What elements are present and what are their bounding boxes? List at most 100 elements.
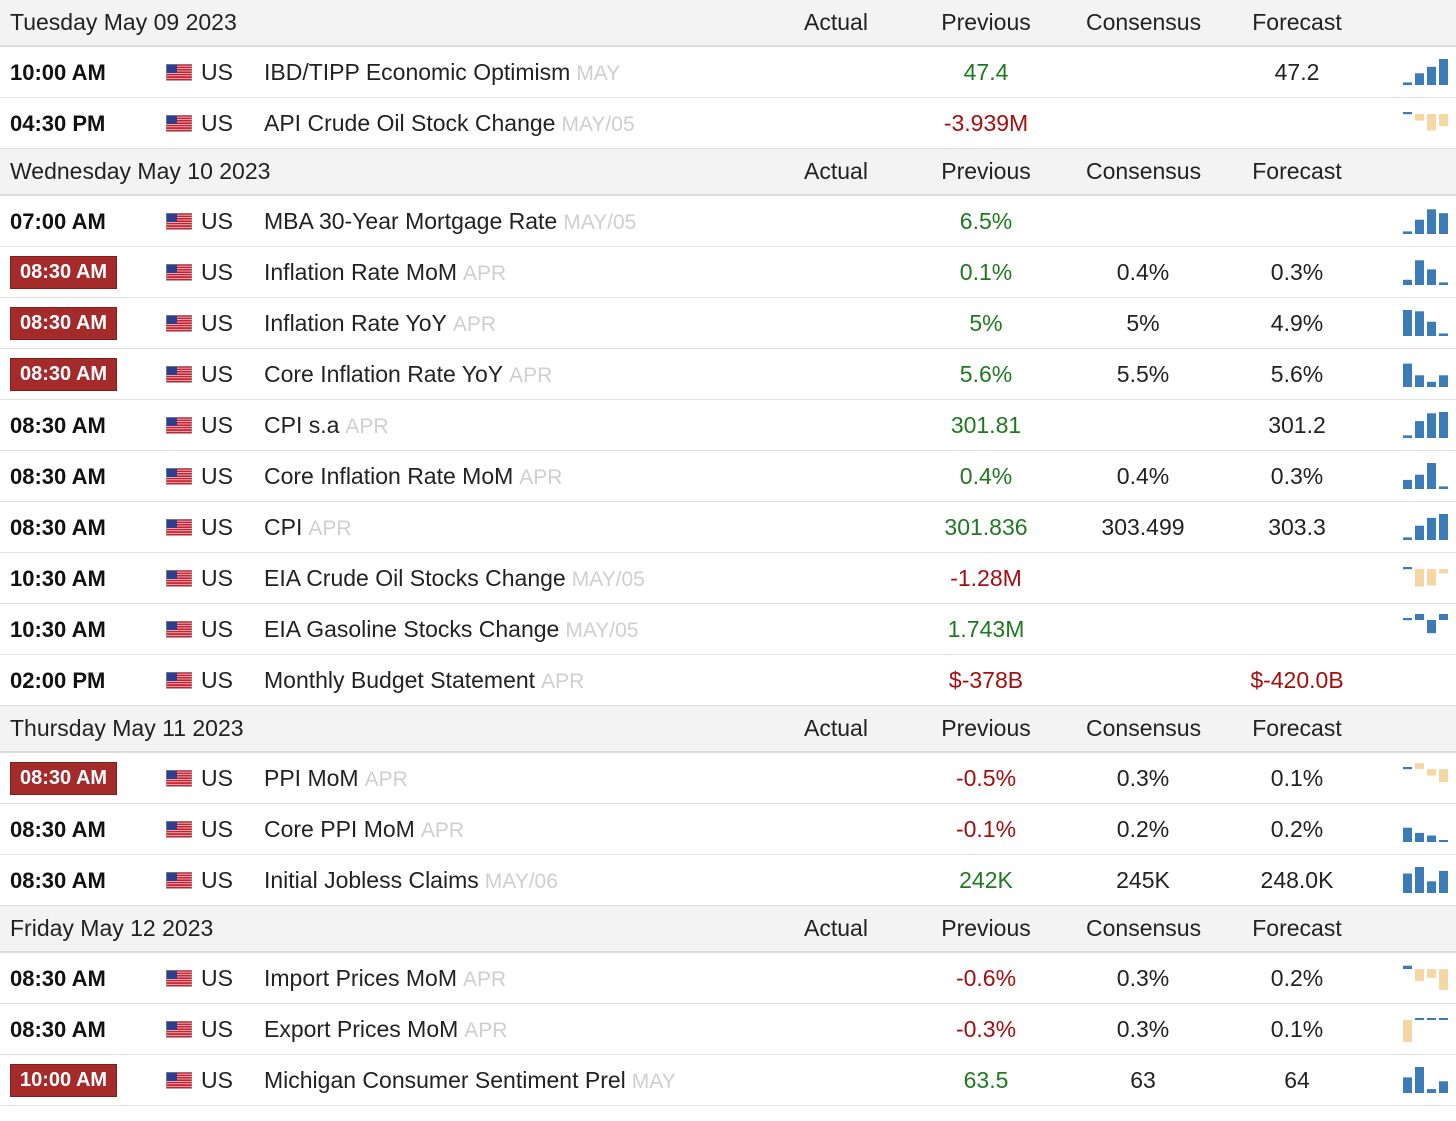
event-cell[interactable]: Core Inflation Rate MoM APR (264, 463, 786, 490)
trend-cell[interactable] (1394, 57, 1456, 87)
event-name[interactable]: Core Inflation Rate YoY (264, 360, 504, 387)
event-name[interactable]: Core PPI MoM (264, 815, 415, 842)
column-header-previous[interactable]: Previous (941, 158, 1031, 184)
trend-cell[interactable] (1394, 308, 1456, 338)
event-row[interactable]: 08:30 AM US Export Prices MoM APR -0.3% 0.3% 0… (0, 1004, 1456, 1055)
column-header-forecast[interactable]: Forecast (1252, 715, 1342, 741)
event-row[interactable]: 08:30 AM US Inflation Rate MoM APR 0.1% 0.4% 0… (0, 247, 1456, 298)
event-name[interactable]: Core Inflation Rate MoM (264, 462, 514, 489)
event-cell[interactable]: IBD/TIPP Economic Optimism MAY (264, 59, 786, 86)
event-name[interactable]: MBA 30-Year Mortgage Rate (264, 207, 558, 234)
column-header-forecast[interactable]: Forecast (1252, 915, 1342, 941)
event-cell[interactable]: Monthly Budget Statement APR (264, 667, 786, 694)
event-cell[interactable]: MBA 30-Year Mortgage Rate MAY/05 (264, 208, 786, 235)
event-cell[interactable]: API Crude Oil Stock Change MAY/05 (264, 110, 786, 137)
event-row[interactable]: 10:30 AM US EIA Crude Oil Stocks Change MAY… (0, 553, 1456, 604)
event-name[interactable]: Initial Jobless Claims (264, 866, 479, 893)
event-row[interactable]: 08:30 AM US Core Inflation Rate MoM APR 0.4%… (0, 451, 1456, 502)
event-name[interactable]: Monthly Budget Statement (264, 666, 536, 693)
country-code: US (201, 866, 233, 893)
trend-cell[interactable] (1394, 614, 1456, 644)
event-row[interactable]: 07:00 AM US MBA 30-Year Mortgage Rate MAY/0… (0, 196, 1456, 247)
event-row[interactable]: 08:30 AM US Inflation Rate YoY APR 5% 5% 4.9% (0, 298, 1456, 349)
trend-cell[interactable] (1394, 1065, 1456, 1095)
trend-cell[interactable] (1394, 814, 1456, 844)
event-row[interactable]: 10:30 AM US EIA Gasoline Stocks Change MAY/… (0, 604, 1456, 655)
event-row[interactable]: 08:30 AM US CPI APR 301.836 303.499 303.3 (0, 502, 1456, 553)
event-cell[interactable]: Inflation Rate MoM APR (264, 259, 786, 286)
forecast-value: 0.2% (1270, 964, 1324, 991)
event-row[interactable]: 02:00 PM US Monthly Budget Statement APR $-3… (0, 655, 1456, 706)
trend-cell[interactable] (1394, 461, 1456, 491)
trend-cell[interactable] (1394, 1014, 1456, 1044)
country-cell: US (160, 1067, 264, 1094)
event-cell[interactable]: EIA Crude Oil Stocks Change MAY/05 (264, 565, 786, 592)
column-header-forecast[interactable]: Forecast (1252, 9, 1342, 35)
event-row[interactable]: 08:30 AM US Core Inflation Rate YoY APR 5.6%… (0, 349, 1456, 400)
event-row[interactable]: 08:30 AM US Core PPI MoM APR -0.1% 0.2% 0.2% (0, 804, 1456, 855)
column-header-actual[interactable]: Actual (804, 915, 868, 941)
event-name[interactable]: Export Prices MoM (264, 1015, 459, 1042)
column-header-actual[interactable]: Actual (804, 9, 868, 35)
event-cell[interactable]: Initial Jobless Claims MAY/06 (264, 867, 786, 894)
trend-cell[interactable] (1394, 665, 1456, 695)
trend-cell[interactable] (1394, 512, 1456, 542)
event-row[interactable]: 08:30 AM US PPI MoM APR -0.5% 0.3% 0.1% (0, 753, 1456, 804)
column-header-forecast[interactable]: Forecast (1252, 158, 1342, 184)
previous-value: $-378B (948, 666, 1024, 693)
event-cell[interactable]: CPI s.a APR (264, 412, 786, 439)
event-cell[interactable]: CPI APR (264, 514, 786, 541)
event-cell[interactable]: EIA Gasoline Stocks Change MAY/05 (264, 616, 786, 643)
us-flag-icon (166, 1071, 192, 1089)
event-name[interactable]: Inflation Rate YoY (264, 309, 447, 336)
event-cell[interactable]: Michigan Consumer Sentiment Prel MAY (264, 1067, 786, 1094)
event-cell[interactable]: Inflation Rate YoY APR (264, 310, 786, 337)
column-header-consensus[interactable]: Consensus (1086, 715, 1202, 741)
trend-cell[interactable] (1394, 763, 1456, 793)
us-flag-icon (166, 1020, 192, 1038)
event-cell[interactable]: Core Inflation Rate YoY APR (264, 361, 786, 388)
event-name[interactable]: CPI (264, 513, 303, 540)
trend-cell[interactable] (1394, 410, 1456, 440)
column-header-previous[interactable]: Previous (941, 915, 1031, 941)
event-cell[interactable]: Export Prices MoM APR (264, 1016, 786, 1043)
event-name[interactable]: PPI MoM (264, 764, 359, 791)
event-row[interactable]: 04:30 PM US API Crude Oil Stock Change MAY/… (0, 98, 1456, 149)
column-header-previous[interactable]: Previous (941, 715, 1031, 741)
trend-cell[interactable] (1394, 563, 1456, 593)
country-cell: US (160, 565, 264, 592)
event-name[interactable]: Michigan Consumer Sentiment Prel (264, 1066, 626, 1093)
column-header-consensus[interactable]: Consensus (1086, 915, 1202, 941)
event-name[interactable]: Import Prices MoM (264, 964, 457, 991)
event-name[interactable]: EIA Gasoline Stocks Change (264, 615, 560, 642)
trend-cell[interactable] (1394, 108, 1456, 138)
event-row[interactable]: 08:30 AM US Import Prices MoM APR -0.6% 0.3% 0… (0, 953, 1456, 1004)
event-name[interactable]: Inflation Rate MoM (264, 258, 458, 285)
trend-cell[interactable] (1394, 865, 1456, 895)
trend-sparkline (1403, 965, 1448, 990)
trend-cell[interactable] (1394, 359, 1456, 389)
event-cell[interactable]: Core PPI MoM APR (264, 816, 786, 843)
column-header-consensus[interactable]: Consensus (1086, 158, 1202, 184)
event-cell[interactable]: Import Prices MoM APR (264, 965, 786, 992)
event-row[interactable]: 10:00 AM US Michigan Consumer Sentiment Pr… (0, 1055, 1456, 1106)
column-header-consensus[interactable]: Consensus (1086, 9, 1202, 35)
trend-cell[interactable] (1394, 963, 1456, 993)
event-name[interactable]: EIA Crude Oil Stocks Change (264, 564, 566, 591)
trend-cell[interactable] (1394, 206, 1456, 236)
event-row[interactable]: 10:00 AM US IBD/TIPP Economic Optimism MAY 4… (0, 47, 1456, 98)
event-row[interactable]: 08:30 AM US Initial Jobless Claims MAY/06 24… (0, 855, 1456, 906)
event-row[interactable]: 08:30 AM US CPI s.a APR 301.81 301.2 (0, 400, 1456, 451)
event-cell[interactable]: PPI MoM APR (264, 765, 786, 792)
trend-cell[interactable] (1394, 257, 1456, 287)
sparkline-bar (1427, 517, 1436, 540)
sparkline-bar (1427, 620, 1436, 634)
event-name[interactable]: CPI s.a (264, 411, 340, 438)
event-name[interactable]: IBD/TIPP Economic Optimism (264, 58, 571, 85)
sparkline-bar (1415, 525, 1424, 540)
event-name[interactable]: API Crude Oil Stock Change (264, 109, 556, 136)
country-code: US (201, 309, 233, 336)
column-header-previous[interactable]: Previous (941, 9, 1031, 35)
column-header-actual[interactable]: Actual (804, 715, 868, 741)
column-header-actual[interactable]: Actual (804, 158, 868, 184)
